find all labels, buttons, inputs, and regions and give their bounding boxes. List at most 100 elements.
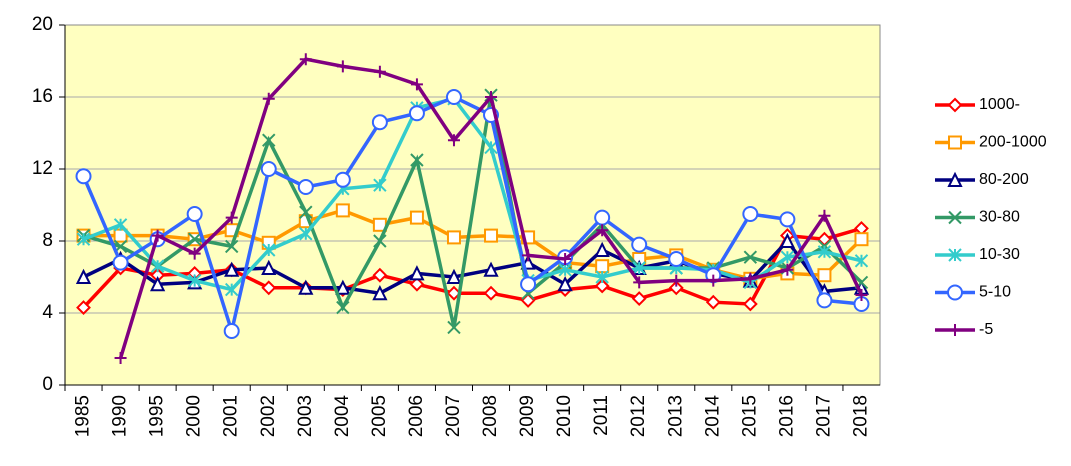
marker [262, 92, 275, 105]
marker [299, 227, 313, 241]
x-tick-label: 2015 [739, 395, 760, 437]
marker [447, 134, 460, 147]
marker [485, 91, 498, 103]
x-tick-label: 2012 [628, 395, 649, 437]
x-tick-label: 1995 [147, 395, 168, 437]
marker [188, 247, 201, 260]
marker [484, 228, 499, 243]
marker [594, 241, 610, 257]
marker [742, 206, 759, 222]
y-tick-label: 20 [32, 14, 53, 35]
marker [410, 78, 423, 91]
legend-label: 1000- [979, 96, 1020, 113]
marker [595, 270, 609, 284]
marker [75, 268, 92, 284]
marker [186, 206, 203, 222]
marker [224, 261, 240, 277]
marker [150, 259, 165, 273]
marker [595, 259, 610, 274]
marker [632, 261, 646, 275]
x-tick-label: 2013 [665, 395, 686, 437]
marker [372, 284, 388, 301]
marker [114, 352, 127, 364]
marker [336, 300, 350, 315]
x-tick-label: 2003 [295, 395, 316, 437]
marker [261, 280, 277, 296]
marker [187, 273, 202, 288]
marker [113, 218, 128, 232]
y-tick-label: 4 [42, 302, 53, 323]
marker [334, 171, 351, 188]
marker [854, 254, 869, 268]
marker [779, 211, 796, 228]
marker [446, 268, 462, 284]
marker [705, 294, 721, 310]
legend-label: 200-1000 [979, 134, 1047, 151]
marker [262, 133, 276, 147]
series-line [82, 96, 862, 292]
marker [668, 251, 685, 267]
marker [224, 282, 239, 297]
series-line [81, 95, 862, 338]
marker [557, 275, 573, 292]
marker [947, 97, 963, 113]
marker [373, 234, 387, 248]
marker [76, 232, 91, 246]
marker [483, 261, 499, 277]
x-tick-label: 2008 [480, 395, 501, 437]
marker [446, 230, 461, 245]
marker [408, 105, 425, 122]
marker [447, 320, 461, 335]
marker [854, 232, 869, 247]
y-tick-label: 12 [32, 158, 53, 179]
marker [409, 265, 425, 281]
x-tick-label: 2017 [813, 395, 834, 437]
legend-label: 80-200 [979, 171, 1029, 188]
marker [371, 114, 388, 131]
marker [743, 250, 758, 264]
marker [409, 276, 425, 292]
marker [298, 279, 314, 295]
marker [187, 232, 202, 246]
marker [483, 285, 499, 301]
marker [225, 211, 238, 224]
marker [410, 153, 424, 167]
legend-label: 30-80 [979, 209, 1020, 226]
marker [335, 279, 351, 295]
marker [707, 274, 720, 287]
marker [445, 89, 462, 105]
x-tick-label: 2005 [369, 395, 390, 437]
y-tick-label: 16 [32, 86, 53, 107]
marker [373, 178, 387, 192]
marker [816, 292, 833, 309]
marker [779, 232, 796, 248]
x-tick-label: 2004 [332, 395, 353, 438]
marker [260, 161, 277, 177]
x-tick-label: 1985 [73, 395, 94, 437]
marker [559, 253, 572, 265]
marker [633, 276, 646, 289]
marker [261, 259, 277, 275]
marker [446, 285, 462, 301]
legend-label: 10-30 [979, 246, 1020, 263]
marker [668, 280, 684, 296]
marker [742, 296, 758, 312]
x-tick-label: 2011 [591, 395, 612, 436]
marker [744, 272, 757, 285]
marker [949, 324, 961, 336]
marker [948, 210, 962, 225]
marker [520, 276, 537, 293]
x-tick-label: 2001 [221, 395, 242, 437]
x-tick-label: 1990 [110, 395, 131, 437]
marker [631, 236, 648, 253]
marker [522, 249, 535, 262]
x-tick-label: 2007 [443, 395, 464, 437]
marker [594, 278, 610, 294]
legend-label: -5 [979, 321, 993, 338]
marker [299, 53, 312, 66]
marker [817, 245, 832, 259]
y-tick-label: 8 [42, 230, 53, 251]
marker [75, 168, 92, 185]
marker [76, 300, 91, 316]
